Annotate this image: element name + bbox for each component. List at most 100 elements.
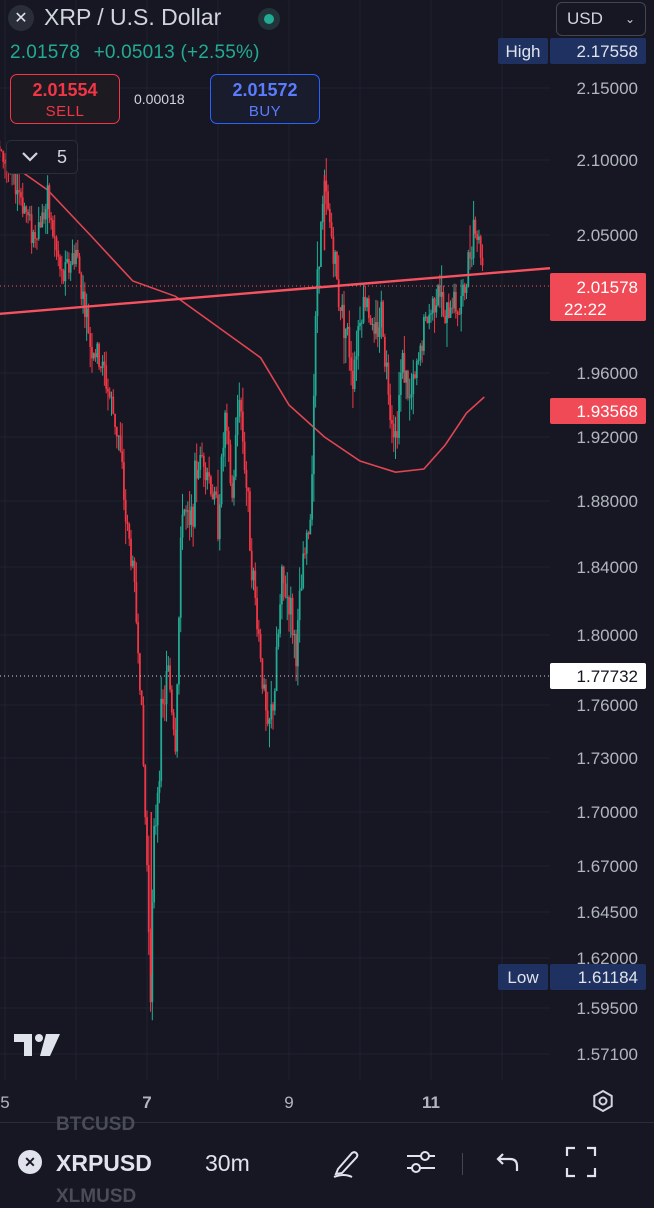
candle-body — [135, 581, 138, 623]
candle-body — [139, 653, 141, 691]
candle-body — [250, 550, 253, 581]
candle-body — [417, 359, 420, 361]
high-price-badge[interactable]: High 2.17558 — [498, 38, 646, 64]
candle-body — [360, 322, 363, 324]
time-tick-label: 11 — [422, 1093, 440, 1112]
candle-body — [330, 222, 333, 237]
candle-body — [305, 532, 308, 554]
moving-average-line — [4, 159, 485, 474]
ma-path — [4, 159, 485, 474]
time-tick-label: 5 — [0, 1093, 9, 1112]
candle-body — [110, 396, 113, 398]
candle-body — [336, 251, 338, 280]
ma-value-badge[interactable]: 1.93568 — [550, 398, 646, 424]
symbol-list-prev[interactable]: BTCUSD — [56, 1114, 136, 1135]
current-price-badge[interactable]: 2.01578 22:22 — [550, 273, 646, 321]
settings-icon[interactable] — [593, 1089, 613, 1113]
candle-body — [128, 523, 131, 539]
candle-body — [71, 253, 74, 264]
candle-body — [478, 236, 480, 241]
candle-body — [32, 231, 35, 244]
symbol-title[interactable]: XRP / U.S. Dollar — [44, 4, 222, 30]
candle-body — [396, 431, 399, 438]
candle-body — [25, 206, 28, 212]
candle-body — [252, 570, 255, 581]
trendline[interactable] — [0, 266, 551, 677]
candle-body — [414, 374, 416, 379]
candle-body — [156, 792, 159, 826]
indicators-collapse-button[interactable]: 5 — [6, 140, 78, 174]
candle-body — [105, 365, 108, 389]
candle-body — [68, 259, 70, 273]
candle-body — [463, 284, 466, 293]
price-change-pct: (+2.55%) — [180, 42, 260, 63]
price-tick-label: 2.10000 — [577, 151, 638, 170]
candle-body — [293, 633, 296, 636]
candle-body — [438, 285, 441, 297]
candle-body — [302, 553, 305, 589]
candle-body — [163, 703, 166, 705]
candle-body — [142, 704, 145, 766]
low-price-badge[interactable]: Low 1.61184 — [498, 964, 646, 990]
price-axis[interactable]: 2.15000 2.10000 2.05000 1.96000 1.92000 1.880… — [498, 38, 646, 1064]
candle-body — [300, 588, 303, 591]
candle-body — [167, 665, 170, 671]
candle-body — [197, 469, 200, 479]
fullscreen-icon[interactable] — [564, 1145, 598, 1179]
timeframe-selector[interactable]: 30m — [205, 1150, 250, 1176]
candle-body — [147, 865, 150, 933]
crosshair-price-badge[interactable]: 1.77732 — [550, 663, 646, 689]
candle-body — [130, 538, 132, 567]
candle-body — [208, 472, 211, 477]
candle-body — [52, 219, 54, 237]
candle-body — [257, 629, 260, 634]
candle-body — [59, 256, 61, 270]
price-tick-label: 1.80000 — [577, 626, 638, 645]
badge-label: High — [506, 42, 541, 61]
sell-button[interactable]: 2.01554 SELL — [10, 74, 120, 124]
close-icon[interactable]: ✕ — [8, 5, 34, 31]
candle-body — [398, 395, 400, 438]
candle-body — [289, 597, 292, 615]
candle-body — [362, 296, 365, 323]
settings-center — [598, 1096, 608, 1106]
candle-body — [428, 314, 431, 324]
trendline-segment[interactable] — [0, 266, 551, 319]
candle-body — [304, 553, 306, 555]
price-change-line: 2.01578 +0.05013 (+2.55%) — [10, 42, 260, 64]
candle-body — [442, 292, 445, 316]
candle-body — [245, 470, 248, 488]
candle-body — [220, 456, 223, 505]
candle-body — [307, 532, 310, 535]
candle-body — [101, 361, 104, 369]
candle-body — [298, 590, 301, 621]
candle-body — [108, 391, 111, 398]
candle-body — [123, 462, 125, 500]
candle-body — [213, 491, 216, 500]
undo-icon[interactable] — [490, 1145, 524, 1179]
candle-body — [199, 454, 202, 470]
price-chart[interactable]: 2.15000 2.10000 2.05000 1.96000 1.92000 1.880… — [0, 0, 654, 1120]
candle-body — [76, 249, 79, 257]
candle-body — [458, 314, 461, 316]
candle-body — [456, 311, 459, 315]
candle-body — [341, 304, 344, 311]
symbol-list-next[interactable]: XLMUSD — [56, 1186, 137, 1207]
candle-body — [185, 509, 187, 512]
candle-body — [121, 451, 124, 463]
candle-body — [387, 362, 390, 395]
symbol-selector[interactable]: XRPUSD — [56, 1150, 152, 1176]
draw-icon[interactable] — [330, 1145, 364, 1179]
currency-select[interactable]: USD ⌄ — [556, 2, 646, 36]
candle-body — [57, 250, 60, 257]
candle-body — [169, 665, 171, 690]
indicators-icon[interactable] — [404, 1145, 438, 1179]
candle-body — [296, 620, 299, 667]
buy-button[interactable]: 2.01572 BUY — [210, 74, 320, 124]
candle-body — [98, 343, 100, 367]
candle-body — [359, 322, 361, 326]
close-symbol-icon[interactable]: ✕ — [18, 1150, 42, 1174]
candle-body — [37, 222, 40, 239]
time-axis[interactable]: 5 7 9 11 — [0, 1089, 613, 1113]
market-status-icon — [258, 8, 280, 30]
